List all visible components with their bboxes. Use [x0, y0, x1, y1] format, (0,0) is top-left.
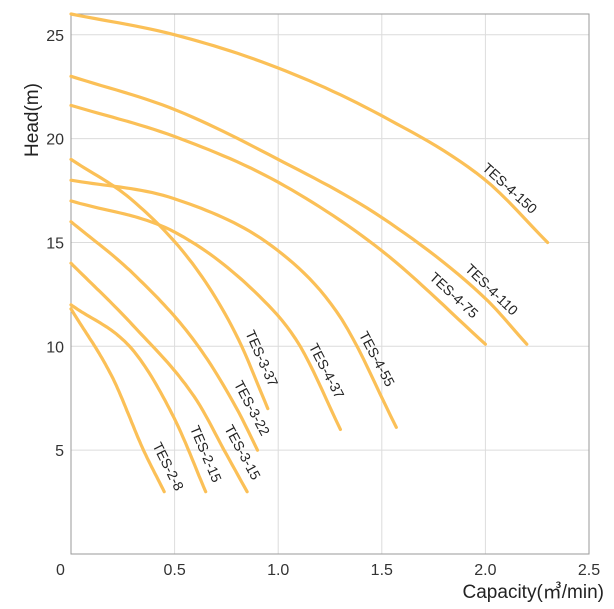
x-tick-label: 1.5	[371, 562, 393, 579]
x-tick-label: 2.5	[578, 562, 600, 579]
series-line-tes-4-110	[69, 74, 529, 346]
tick-label-layer: 0 0.5 1.0 1.5 2.0 2.5 5 10 15 20 25	[46, 28, 600, 579]
series-line-tes-4-37	[69, 199, 342, 431]
x-tick-label: 0	[56, 562, 65, 579]
series-line-tes-4-150	[69, 12, 550, 245]
series-label: TES-2-15	[187, 423, 225, 485]
y-tick-label: 20	[46, 132, 64, 149]
curve-layer	[69, 12, 550, 494]
series-label: TES-4-150	[480, 159, 541, 216]
x-tick-label: 2.0	[474, 562, 496, 579]
series-line-tes-3-15	[69, 261, 249, 494]
x-axis-title: Capacity(㎥/min)	[463, 581, 604, 603]
x-tick-label: 0.5	[163, 562, 185, 579]
grid-layer	[71, 14, 589, 554]
plot-frame	[70, 13, 590, 555]
series-line-tes-2-8	[69, 307, 166, 494]
series-line-tes-4-75	[69, 103, 487, 346]
series-line-tes-3-37	[69, 157, 270, 411]
y-tick-label: 10	[46, 339, 64, 356]
series-line-tes-2-15	[69, 303, 208, 494]
y-tick-label: 15	[46, 235, 64, 252]
series-label: TES-2-8	[150, 439, 188, 493]
series-line-tes-3-22	[69, 220, 260, 452]
x-tick-label: 1.0	[267, 562, 289, 579]
y-axis-title: Head(m)	[22, 83, 43, 157]
y-tick-label: 5	[55, 443, 64, 460]
y-tick-label: 25	[46, 28, 64, 45]
series-line-tes-4-55	[69, 178, 398, 429]
